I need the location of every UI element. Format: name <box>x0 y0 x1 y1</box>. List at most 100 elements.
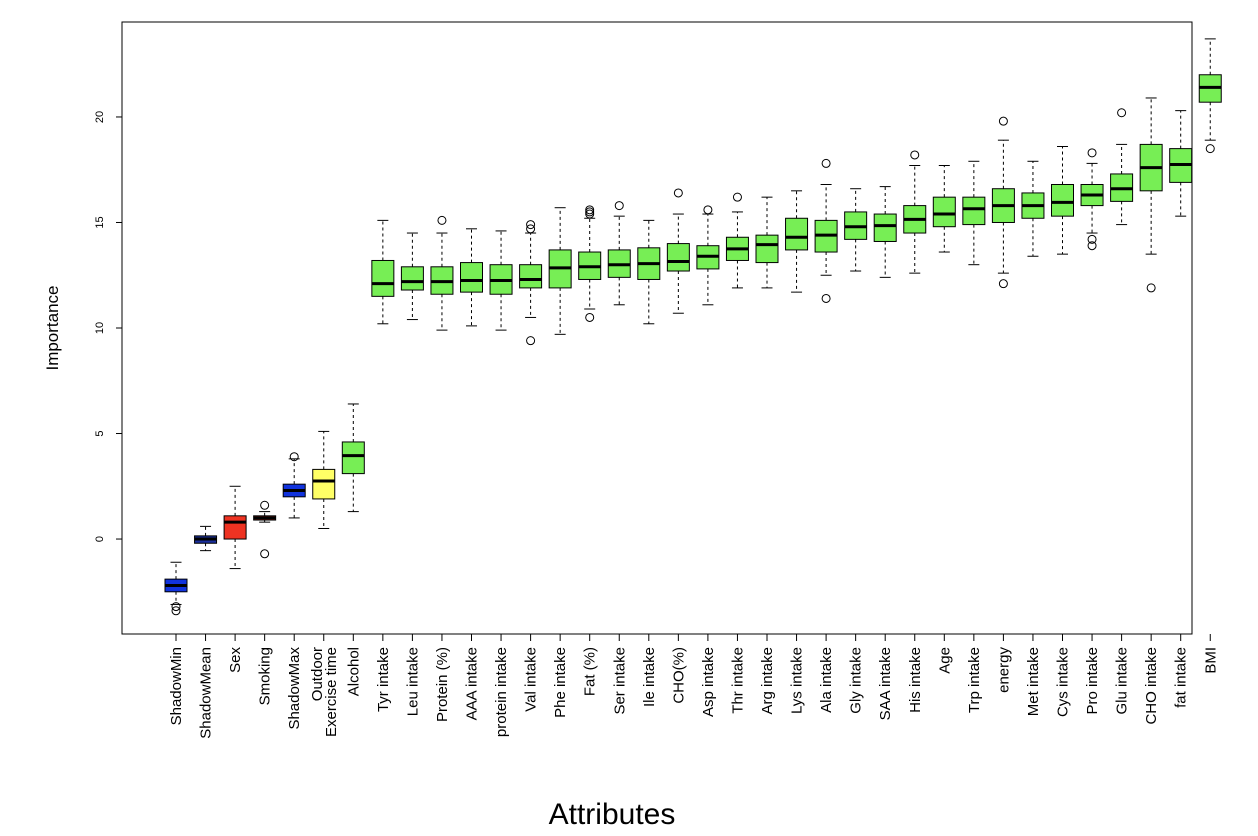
box-glu-intake <box>1110 108 1134 226</box>
x-tick-label-line: Val intake <box>523 647 540 712</box>
outlier-point <box>1117 108 1127 118</box>
x-tick-label-line: Met intake <box>1025 647 1042 716</box>
outlier-point <box>1205 144 1215 154</box>
box-shadowmin <box>164 561 188 616</box>
box-met-intake <box>1021 160 1045 257</box>
box-cho-intake <box>1139 97 1163 293</box>
outlier-point <box>526 224 536 234</box>
box-phe-intake <box>548 207 572 335</box>
x-tick-label-line: CHO(%) <box>670 647 687 704</box>
x-tick-label-shadowmin: ShadowMin <box>168 647 185 725</box>
box-arg-intake <box>755 196 779 289</box>
x-tick-label-line: Sex <box>227 647 244 673</box>
outlier-point <box>260 500 270 510</box>
iqr-box <box>519 264 543 289</box>
x-tick-label-line: Leu intake <box>404 647 421 716</box>
outlier-point <box>171 606 181 616</box>
box-fat-intake <box>1169 110 1193 217</box>
x-tick-label-line: fat intake <box>1173 647 1190 708</box>
x-tick-label-line: Ile intake <box>641 647 658 707</box>
iqr-box <box>400 266 424 291</box>
outlier-point <box>1087 234 1097 244</box>
x-tick-label-line: AAA intake <box>464 647 481 720</box>
x-tick-label-age: Age <box>936 647 953 674</box>
iqr-box <box>666 243 690 272</box>
outlier-point <box>437 215 447 225</box>
box-bmi <box>1198 38 1222 154</box>
box-thr-intake <box>725 192 749 289</box>
x-tick-label-gly-intake: Gly intake <box>848 647 865 714</box>
x-tick-label-arg-intake: Arg intake <box>759 647 776 715</box>
x-tick-label-line: ShadowMax <box>286 647 303 730</box>
box-pro-intake <box>1080 148 1104 251</box>
x-tick-label-line: His intake <box>907 647 924 713</box>
box-alcohol <box>341 403 365 513</box>
x-tick-label-alcohol: Alcohol <box>345 647 362 696</box>
x-tick-label-shadowmean: ShadowMean <box>198 647 215 739</box>
x-tick-label-line: Thr intake <box>729 647 746 714</box>
x-tick-label-cys-intake: Cys intake <box>1055 647 1072 717</box>
box-outdoor-exercise-time <box>312 430 336 529</box>
x-tick-label-fat-intake: fat intake <box>1173 647 1190 708</box>
iqr-box <box>755 234 779 264</box>
x-tick-label-fat: Fat (%) <box>582 647 599 696</box>
iqr-box <box>312 468 336 500</box>
x-tick-label-leu-intake: Leu intake <box>404 647 421 716</box>
box-energy <box>991 116 1015 289</box>
outlier-point <box>998 116 1008 126</box>
x-tick-label-line: Asp intake <box>700 647 717 717</box>
box-trp-intake <box>962 160 986 266</box>
outlier-point <box>821 158 831 168</box>
x-tick-label-line: Fat (%) <box>582 647 599 696</box>
x-tick-label-line: BMI <box>1202 647 1219 674</box>
x-tick-label-line: Cys intake <box>1055 647 1072 717</box>
outlier-point <box>171 602 181 612</box>
outlier-point <box>526 336 536 346</box>
box-tyr-intake <box>371 219 395 325</box>
iqr-box <box>873 213 897 242</box>
outlier-point <box>703 205 713 215</box>
y-tick-label: 20 <box>94 111 106 123</box>
x-tick-label-line: Lys intake <box>789 647 806 714</box>
x-tick-label-line: SAA intake <box>877 647 894 720</box>
outlier-point <box>585 205 595 215</box>
x-tick-label-line: Ala intake <box>818 647 835 713</box>
y-tick-label: 15 <box>94 216 106 228</box>
box-layer <box>164 38 1222 616</box>
x-tick-label-line: Glu intake <box>1114 647 1131 715</box>
box-age <box>932 165 956 253</box>
x-tick-label-line: Protein (%) <box>434 647 451 722</box>
iqr-box <box>785 217 809 251</box>
x-tick-label-protein: Protein (%) <box>434 647 451 722</box>
outlier-point <box>614 201 624 211</box>
x-tick-label-shadowmax: ShadowMax <box>286 647 303 730</box>
y-axis-title: Importance <box>43 285 62 370</box>
box-smoking <box>253 500 277 559</box>
x-tick-label-asp-intake: Asp intake <box>700 647 717 717</box>
x-tick-label-ser-intake: Ser intake <box>611 647 628 715</box>
x-tick-label-line: Gly intake <box>848 647 865 714</box>
outlier-point <box>910 150 920 160</box>
plot-frame <box>121 21 1193 635</box>
x-tick-label-line: Ser intake <box>611 647 628 715</box>
outlier-point <box>289 452 299 462</box>
y-tick-label: 5 <box>94 430 106 436</box>
box-cho <box>666 188 690 314</box>
y-axis: 0 5 10 15 20 <box>94 111 122 542</box>
iqr-box <box>932 196 956 228</box>
x-tick-label-line: Exercise time <box>323 647 340 737</box>
x-tick-label-sex: Sex <box>227 647 244 673</box>
outlier-point <box>1146 283 1156 293</box>
outlier-point <box>1087 241 1097 251</box>
box-cys-intake <box>1051 146 1074 255</box>
box-val-intake <box>519 220 543 346</box>
iqr-box <box>371 259 395 297</box>
x-tick-label-energy: energy <box>995 647 1012 693</box>
box-shadowmax <box>282 452 306 519</box>
box-ser-intake <box>607 201 631 306</box>
iqr-box <box>1051 183 1074 217</box>
x-axis-title: Attributes <box>549 798 676 831</box>
x-tick-label-line: protein intake <box>493 647 510 737</box>
x-tick-label-line: Arg intake <box>759 647 776 715</box>
